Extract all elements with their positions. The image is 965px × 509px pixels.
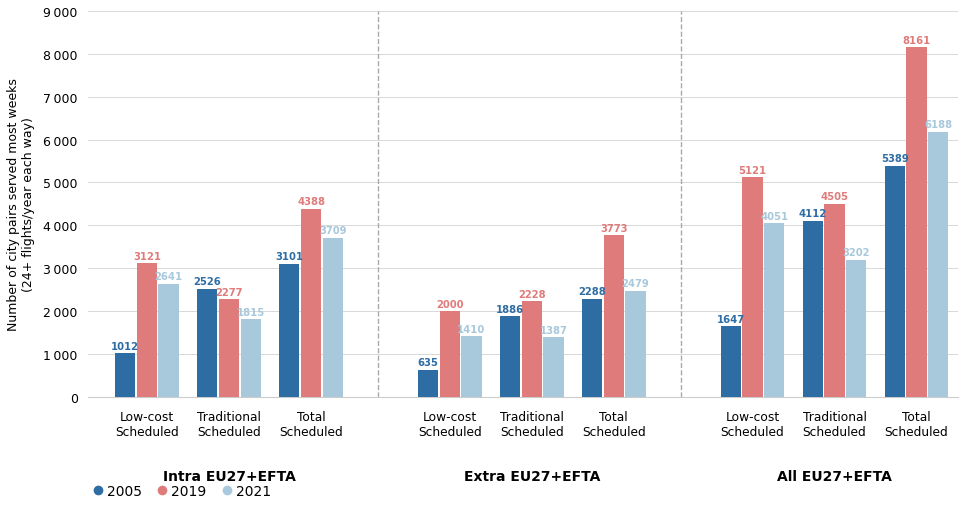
Bar: [158, 284, 179, 397]
Text: 4505: 4505: [820, 192, 848, 202]
Text: Extra EU27+EFTA: Extra EU27+EFTA: [463, 469, 600, 483]
Bar: [543, 337, 564, 397]
Text: 8161: 8161: [902, 36, 930, 45]
Text: 4388: 4388: [297, 197, 325, 207]
Text: 1387: 1387: [539, 325, 567, 335]
Bar: [625, 291, 646, 397]
Text: 2479: 2479: [621, 278, 649, 289]
Text: 5121: 5121: [738, 165, 766, 176]
Text: Intra EU27+EFTA: Intra EU27+EFTA: [162, 469, 295, 483]
Bar: [279, 264, 299, 397]
Bar: [418, 370, 438, 397]
Text: 2641: 2641: [154, 272, 182, 281]
Bar: [824, 204, 844, 397]
Bar: [906, 48, 926, 397]
Y-axis label: Number of city pairs served most weeks
(24+ flights/year each way): Number of city pairs served most weeks (…: [7, 78, 35, 331]
Bar: [604, 236, 624, 397]
Bar: [322, 238, 343, 397]
Text: All EU27+EFTA: All EU27+EFTA: [777, 469, 892, 483]
Bar: [439, 312, 459, 397]
Bar: [803, 221, 823, 397]
Legend: 2005, 2019, 2021: 2005, 2019, 2021: [95, 484, 270, 498]
Text: 5389: 5389: [881, 154, 909, 164]
Bar: [742, 178, 762, 397]
Text: 3101: 3101: [275, 252, 303, 262]
Text: 3202: 3202: [842, 248, 869, 258]
Bar: [301, 209, 321, 397]
Text: 2526: 2526: [193, 276, 221, 287]
Bar: [846, 260, 867, 397]
Bar: [219, 300, 239, 397]
Text: 635: 635: [418, 357, 438, 367]
Bar: [721, 327, 741, 397]
Text: 3773: 3773: [600, 223, 627, 233]
Bar: [461, 336, 482, 397]
Text: 4112: 4112: [799, 209, 827, 219]
Bar: [582, 299, 602, 397]
Text: 1410: 1410: [457, 324, 485, 334]
Bar: [115, 354, 135, 397]
Bar: [500, 316, 520, 397]
Text: 2288: 2288: [578, 287, 606, 297]
Bar: [197, 289, 217, 397]
Text: 2277: 2277: [215, 287, 243, 297]
Bar: [764, 223, 785, 397]
Text: 1815: 1815: [236, 307, 264, 317]
Bar: [928, 132, 949, 397]
Text: 1012: 1012: [111, 342, 139, 351]
Bar: [137, 264, 157, 397]
Text: 2000: 2000: [436, 299, 463, 309]
Text: 6188: 6188: [924, 120, 952, 130]
Bar: [885, 166, 905, 397]
Bar: [240, 319, 261, 397]
Text: 4051: 4051: [760, 211, 788, 221]
Text: 3121: 3121: [133, 251, 161, 261]
Bar: [522, 302, 542, 397]
Text: 3709: 3709: [319, 226, 346, 236]
Text: 2228: 2228: [518, 289, 545, 299]
Text: 1647: 1647: [717, 314, 745, 324]
Text: 1886: 1886: [496, 304, 524, 314]
